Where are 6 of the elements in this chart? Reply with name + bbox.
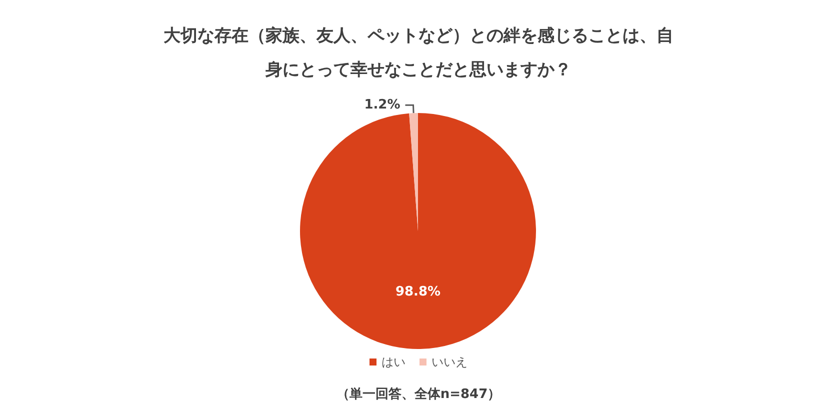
data-label: 1.2% [364, 98, 400, 113]
data-label: 98.8% [395, 284, 441, 300]
chart-title: 大切な存在（家族、友人、ペットなど）との絆を感じることは、自身にとって幸せなことだと思いますか？ [164, 26, 674, 80]
legend-label: はい [382, 355, 406, 369]
legend-label: いいえ [432, 355, 468, 369]
text: （単一回答、全体n=847） [336, 387, 501, 402]
